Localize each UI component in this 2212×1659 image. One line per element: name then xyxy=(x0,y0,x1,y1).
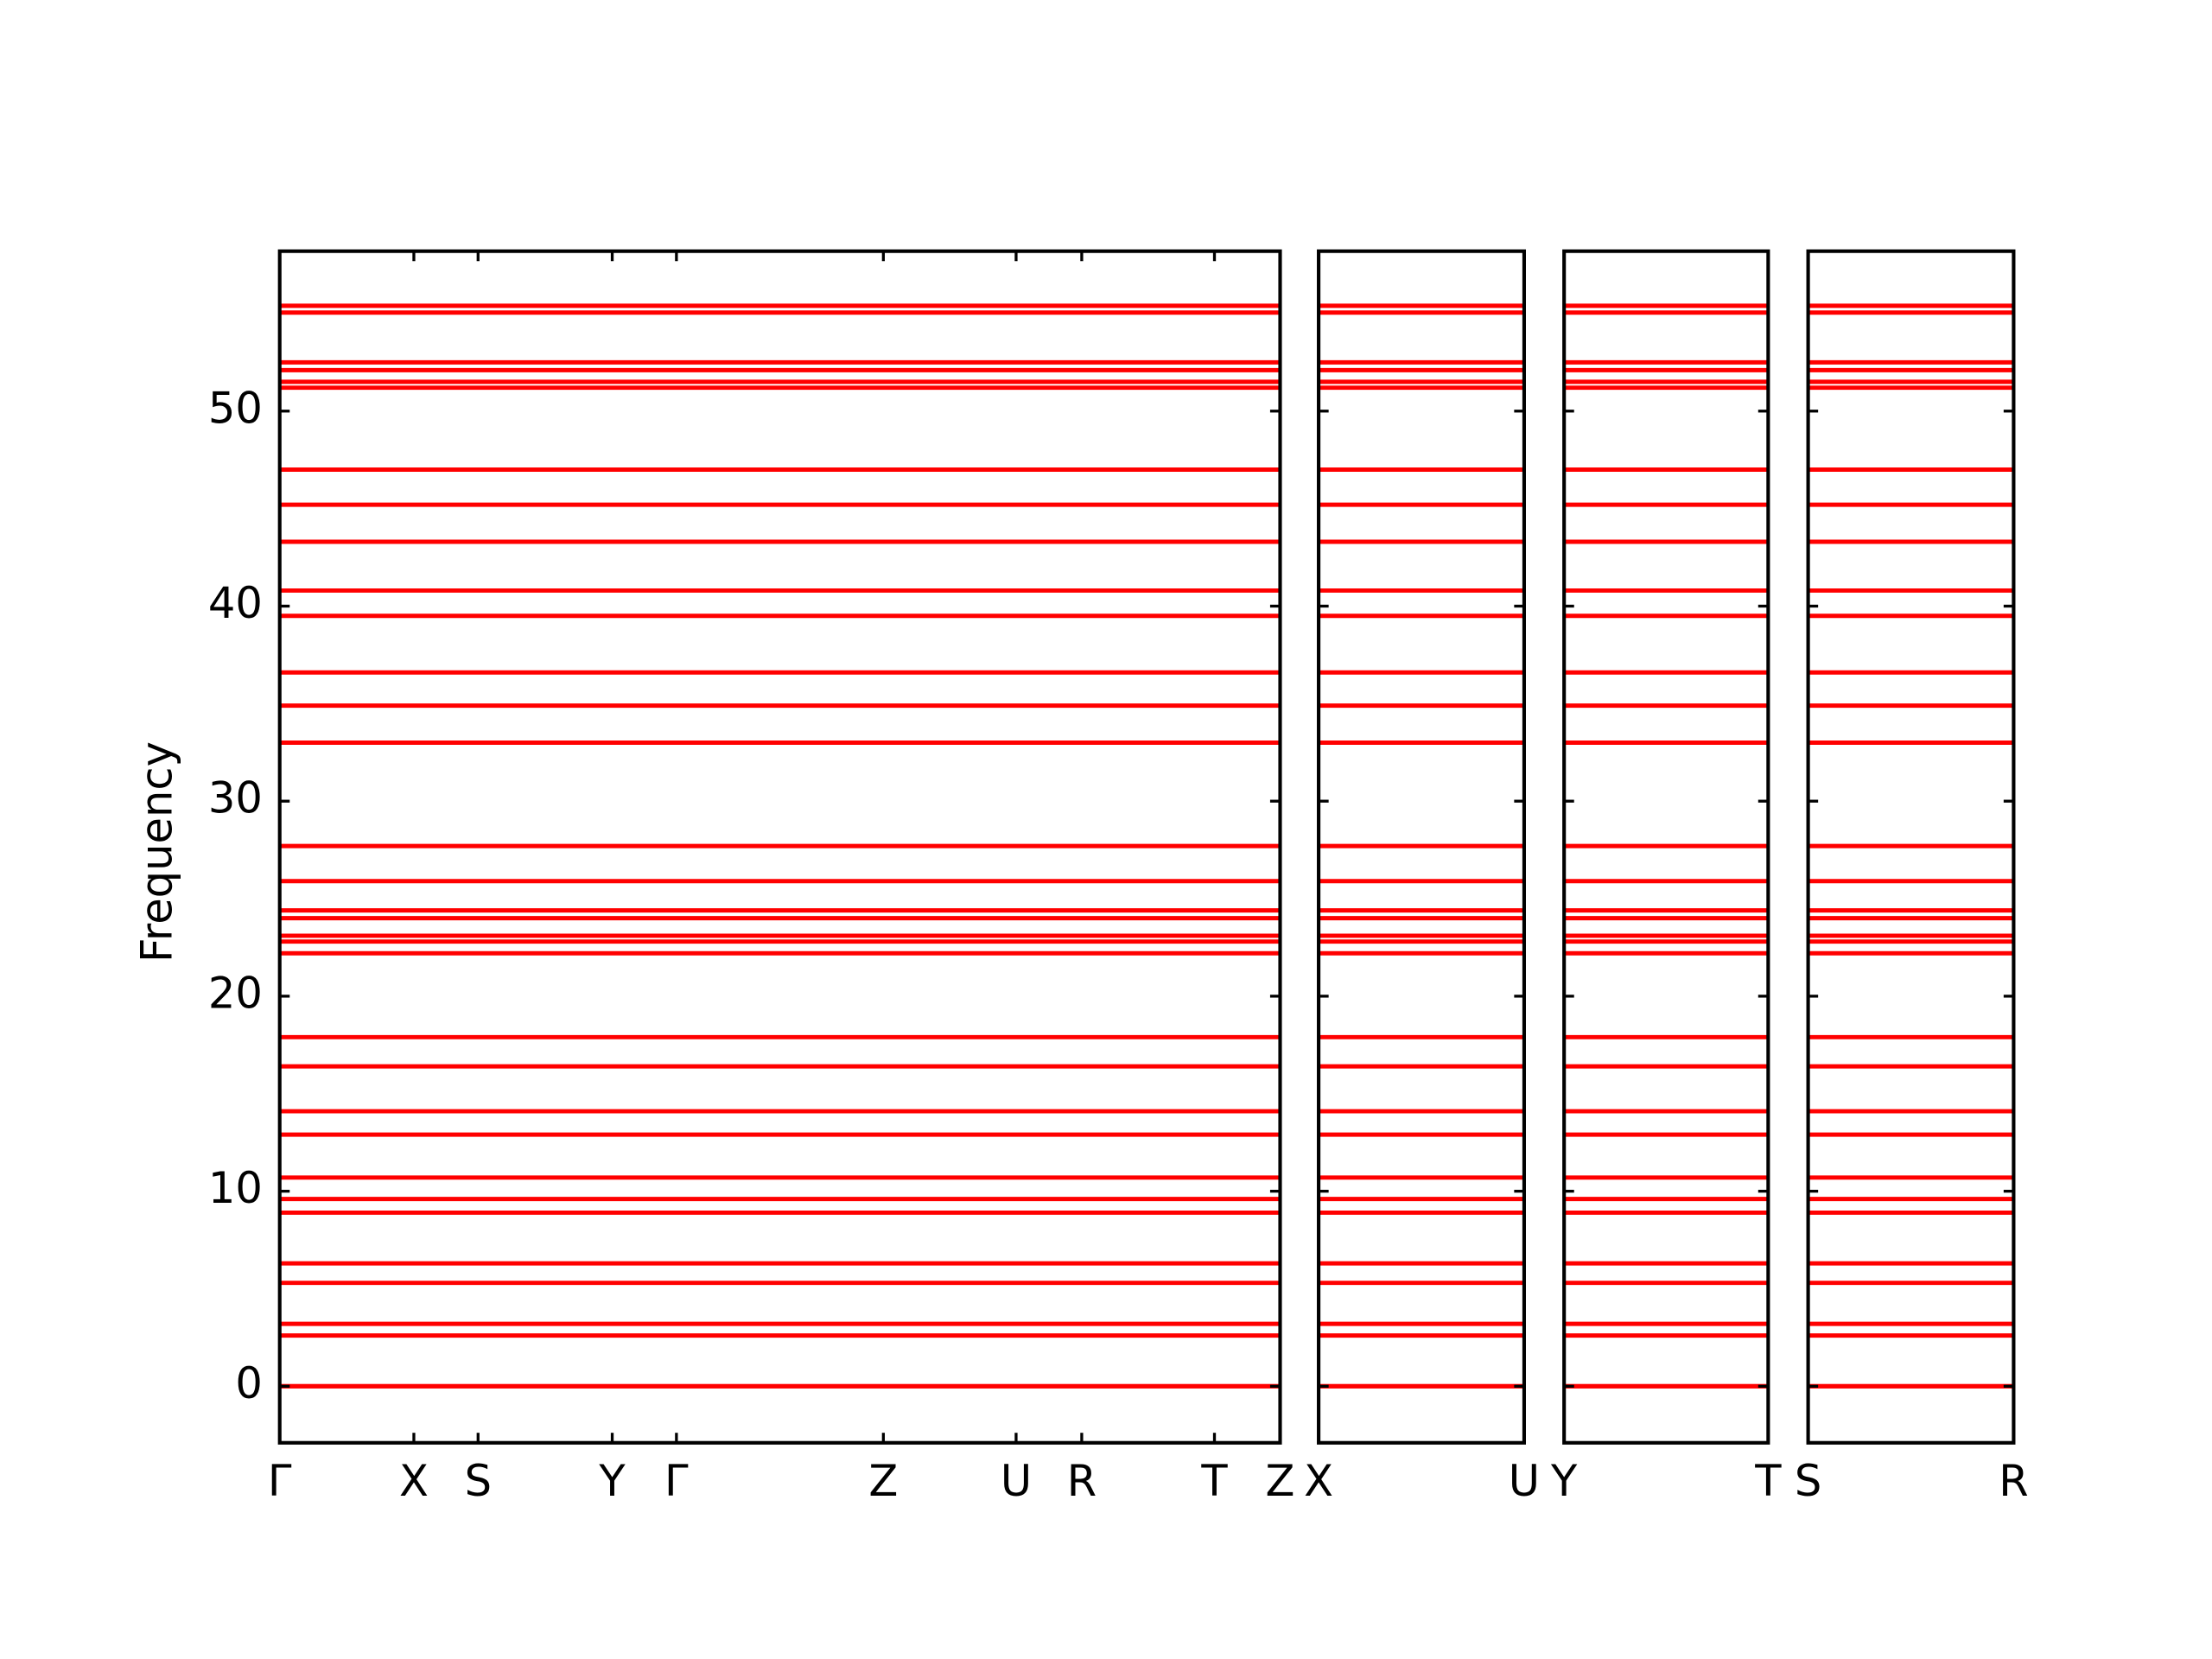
y-tick-label: 30 xyxy=(208,773,263,823)
panel-frame xyxy=(277,249,1282,1445)
x-tick-label: U xyxy=(1509,1456,1540,1506)
panel-frame xyxy=(1317,249,1526,1445)
x-tick-label: Y xyxy=(1550,1456,1578,1506)
y-tick-label: 0 xyxy=(235,1358,263,1408)
x-tick-label: X xyxy=(1304,1456,1333,1506)
y-tick-label: 40 xyxy=(208,578,263,628)
y-tick-label: 20 xyxy=(208,968,263,1018)
y-tick-label: 10 xyxy=(208,1163,263,1213)
x-tick-label: Γ xyxy=(268,1456,292,1506)
x-tick-label: U xyxy=(1001,1456,1032,1506)
y-axis-label: Frequency xyxy=(131,741,181,963)
x-tick-label: X xyxy=(399,1456,429,1506)
x-tick-label: R xyxy=(1999,1456,2028,1506)
x-tick-label: S xyxy=(1795,1456,1821,1506)
x-tick-label: Z xyxy=(868,1456,898,1506)
x-tick-label: Y xyxy=(598,1456,626,1506)
x-tick-label: T xyxy=(1754,1456,1782,1506)
panel-frame xyxy=(1806,249,2016,1445)
x-tick-label: Z xyxy=(1266,1456,1295,1506)
x-tick-label: Γ xyxy=(664,1456,689,1506)
panel-frame xyxy=(1562,249,1770,1445)
x-tick-label: R xyxy=(1067,1456,1096,1506)
x-tick-label: T xyxy=(1200,1456,1228,1506)
y-tick-label: 50 xyxy=(208,383,263,433)
x-tick-label: S xyxy=(465,1456,492,1506)
